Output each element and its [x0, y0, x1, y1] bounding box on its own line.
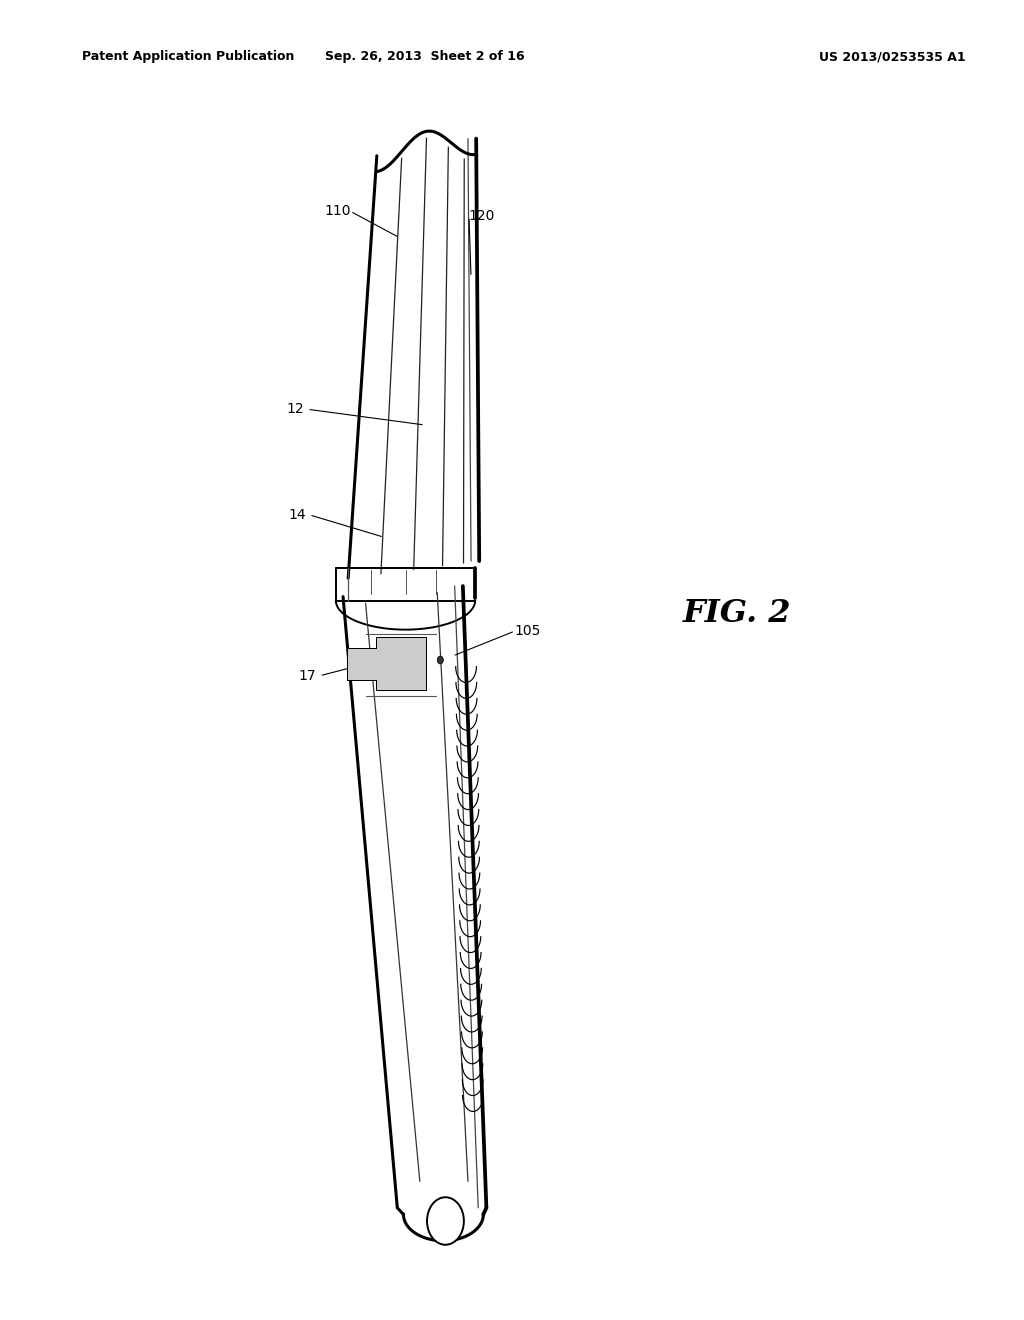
Text: 12: 12 [286, 403, 304, 416]
Text: 17: 17 [298, 669, 316, 682]
Polygon shape [348, 638, 426, 690]
Text: US 2013/0253535 A1: US 2013/0253535 A1 [819, 50, 966, 63]
Text: 14: 14 [288, 508, 306, 521]
Text: 105: 105 [514, 624, 541, 638]
Text: FIG. 2: FIG. 2 [683, 598, 792, 630]
Circle shape [437, 656, 443, 664]
Text: Patent Application Publication: Patent Application Publication [82, 50, 294, 63]
Text: Sep. 26, 2013  Sheet 2 of 16: Sep. 26, 2013 Sheet 2 of 16 [326, 50, 524, 63]
Circle shape [427, 1197, 464, 1245]
Text: 120: 120 [468, 210, 495, 223]
Text: 110: 110 [325, 205, 351, 218]
